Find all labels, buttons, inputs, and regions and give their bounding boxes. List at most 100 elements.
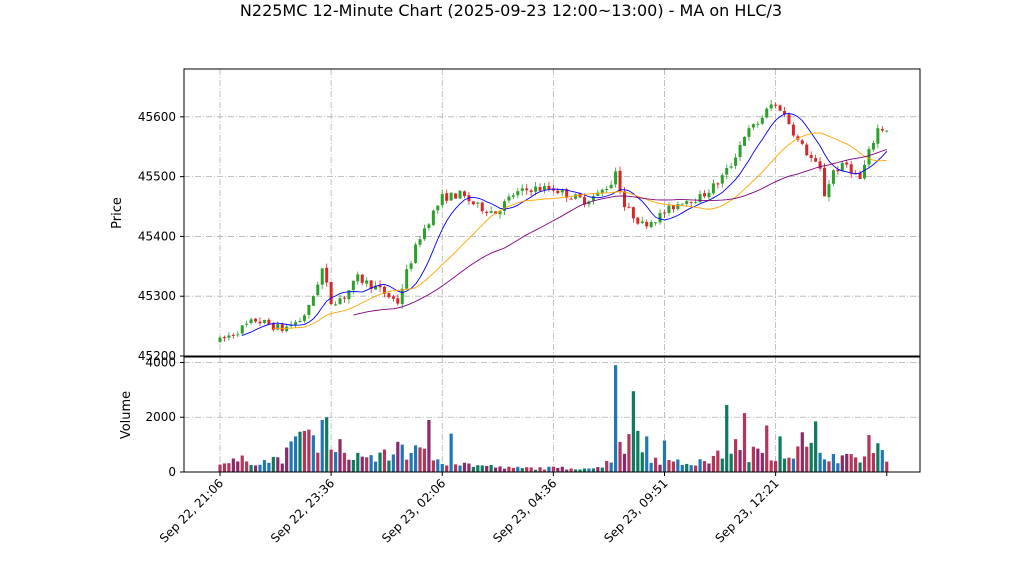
candle-body: [258, 321, 262, 324]
volume-bar: [507, 466, 511, 472]
volume-bar: [396, 441, 400, 472]
volume-bar: [325, 417, 329, 472]
candle-body: [231, 334, 235, 336]
volume-bar: [849, 454, 853, 472]
volume-bar: [560, 466, 564, 472]
volume-bar: [840, 455, 844, 472]
candle-body: [387, 293, 391, 298]
volume-bar: [578, 469, 582, 472]
volume-bar: [751, 446, 755, 472]
candle-body: [396, 298, 400, 304]
volume-bar: [822, 459, 827, 472]
candle-body: [436, 205, 440, 211]
candle-body: [276, 324, 280, 330]
candle-body: [462, 191, 466, 197]
volume-bar: [738, 450, 742, 472]
price-grid: [184, 69, 920, 357]
volume-bar: [814, 421, 818, 472]
candle-body: [556, 190, 560, 194]
candle-body: [445, 193, 449, 201]
volume-bar: [280, 463, 284, 472]
candle-body: [614, 171, 618, 185]
volume-bar: [645, 436, 649, 472]
volume-bar: [253, 465, 258, 472]
volume-bar: [222, 463, 227, 472]
candle-body: [591, 196, 595, 201]
candle-body: [863, 164, 867, 179]
volume-bar: [285, 447, 289, 472]
volume-bar: [391, 454, 395, 472]
candle-body: [374, 285, 378, 290]
candle-body: [427, 224, 431, 228]
volume-bar: [654, 457, 658, 472]
volume-bar: [409, 452, 413, 472]
volume-bar: [760, 452, 764, 472]
volume-bar: [836, 463, 840, 472]
volume-bar: [800, 432, 804, 472]
volume-bar: [520, 468, 524, 472]
price-tick-label: 45600: [138, 110, 176, 124]
volume-bar: [631, 391, 635, 472]
volume-bar: [778, 436, 782, 472]
volume-bar: [378, 452, 382, 472]
volume-bar: [676, 459, 680, 472]
x-axis-ticks: Sep 22, 21:06 Sep 22, 23:36 Sep 23, 02:06 S…: [157, 472, 888, 545]
volume-bar: [547, 466, 551, 472]
volume-y-ticks: 0 2000 4000: [145, 355, 184, 479]
volume-bar: [796, 446, 800, 472]
candle-body: [849, 164, 853, 174]
candle-body: [534, 186, 538, 192]
candle-body: [458, 190, 462, 199]
candle-body: [716, 183, 720, 185]
candle-body: [502, 201, 506, 211]
x-tick-label: Sep 23, 09:51: [601, 476, 670, 545]
volume-bar: [827, 461, 831, 472]
volume-bar: [311, 435, 315, 472]
volume-bar: [556, 467, 560, 472]
volume-bar: [742, 413, 747, 472]
volume-bar: [725, 404, 729, 472]
volume-bar: [498, 466, 502, 472]
candle-body: [600, 189, 604, 194]
volume-bar: [249, 465, 253, 472]
candle-body: [778, 105, 782, 111]
candle-body: [587, 201, 591, 205]
volume-bar: [445, 465, 449, 472]
volume-bar: [338, 439, 342, 472]
volume-bar: [867, 435, 871, 472]
volume-bar: [236, 461, 240, 472]
candle-body: [356, 274, 360, 282]
candle-body: [334, 304, 338, 306]
candle-body: [262, 319, 266, 323]
candle-body: [351, 280, 355, 291]
volume-bar: [636, 430, 640, 472]
volume-bar: [413, 445, 418, 472]
price-tick-label: 45300: [138, 289, 176, 303]
candle-body: [405, 269, 409, 289]
candle-body: [227, 335, 231, 338]
candle-body: [609, 184, 613, 189]
candle-body: [636, 217, 640, 224]
volume-bar: [747, 462, 751, 472]
volume-bar: [440, 464, 444, 472]
volume-bar: [431, 460, 435, 472]
candle-body: [422, 228, 426, 240]
candle-body: [471, 201, 475, 205]
candle-body: [805, 144, 809, 156]
volume-bar: [342, 452, 347, 472]
candle-body: [654, 222, 658, 224]
candle-body: [622, 191, 626, 208]
volume-bar: [605, 460, 609, 472]
candle-body: [516, 191, 520, 196]
volume-bar: [387, 460, 391, 472]
candle-body: [631, 207, 635, 219]
candle-body: [218, 337, 222, 342]
volume-bar: [418, 447, 422, 472]
volume-bar: [858, 462, 862, 472]
candle-body: [302, 315, 306, 321]
candle-body: [831, 170, 835, 184]
volume-bar: [787, 457, 791, 472]
candle-body: [858, 172, 862, 180]
volume-bar: [667, 460, 671, 472]
candle-body: [489, 211, 493, 213]
